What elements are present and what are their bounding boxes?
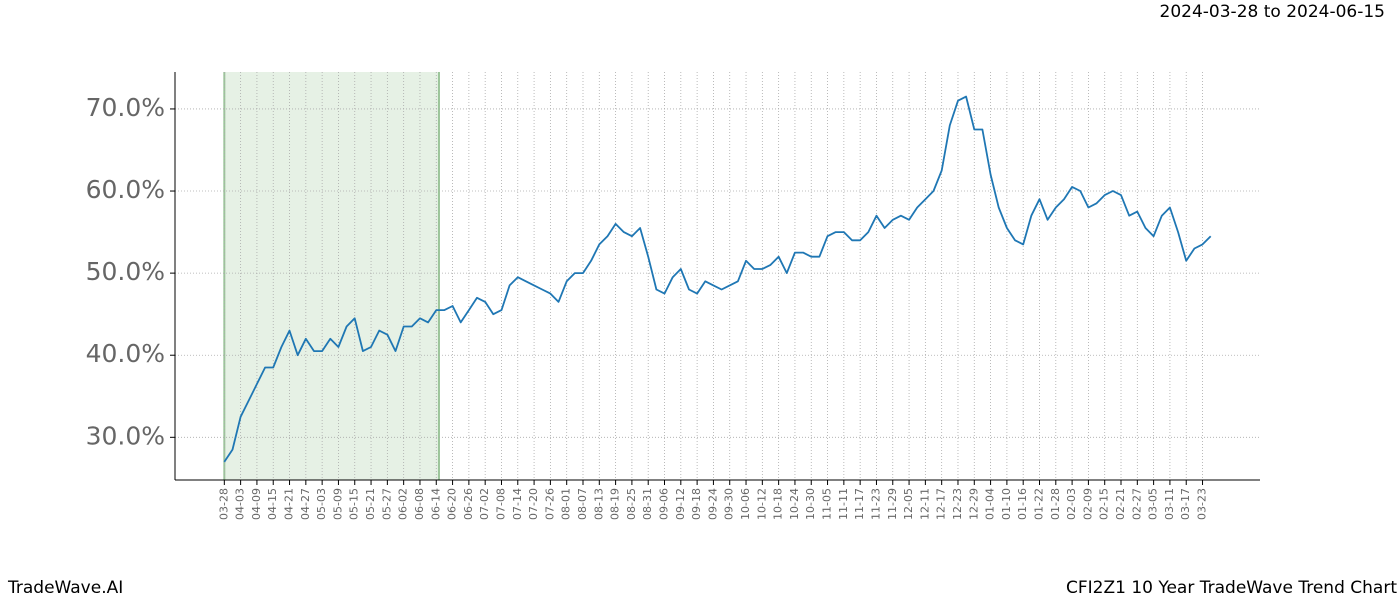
x-tick-label: 07-08 bbox=[494, 488, 507, 520]
x-tick-label: 10-12 bbox=[755, 488, 768, 520]
x-tick-label: 04-03 bbox=[234, 488, 247, 520]
x-tick-label: 04-15 bbox=[266, 488, 279, 520]
x-tick-label: 09-12 bbox=[674, 488, 687, 520]
x-tick-label: 11-29 bbox=[886, 488, 899, 520]
x-tick-label: 04-27 bbox=[299, 488, 312, 520]
x-tick-label: 02-03 bbox=[1065, 488, 1078, 520]
y-tick-label: 60.0% bbox=[86, 175, 165, 204]
x-tick-label: 09-24 bbox=[706, 488, 719, 520]
footer-caption: CFI2Z1 10 Year TradeWave Trend Chart bbox=[1066, 578, 1397, 598]
x-tick-label: 05-15 bbox=[348, 488, 361, 520]
x-tick-label: 11-23 bbox=[869, 488, 882, 520]
x-tick-label: 08-31 bbox=[641, 488, 654, 520]
x-tick-label: 12-23 bbox=[951, 488, 964, 520]
x-tick-label: 11-11 bbox=[837, 488, 850, 520]
x-tick-label: 08-19 bbox=[609, 488, 622, 520]
x-tick-label: 05-27 bbox=[380, 488, 393, 520]
x-tick-label: 03-23 bbox=[1196, 488, 1209, 520]
x-tick-label: 03-17 bbox=[1179, 488, 1192, 520]
x-tick-label: 06-14 bbox=[429, 488, 442, 520]
x-tick-label: 07-20 bbox=[527, 488, 540, 520]
x-tick-label: 06-08 bbox=[413, 488, 426, 520]
y-tick-label: 70.0% bbox=[86, 93, 165, 122]
x-tick-label: 07-26 bbox=[543, 488, 556, 520]
x-tick-label: 04-21 bbox=[283, 488, 296, 520]
x-tick-label: 11-05 bbox=[821, 488, 834, 520]
x-tick-label: 06-20 bbox=[446, 488, 459, 520]
x-tick-label: 08-13 bbox=[592, 488, 605, 520]
highlight-band bbox=[224, 72, 439, 480]
x-tick-label: 11-17 bbox=[853, 488, 866, 520]
x-tick-label: 10-30 bbox=[804, 488, 817, 520]
x-tick-label: 05-09 bbox=[331, 488, 344, 520]
x-tick-label: 06-26 bbox=[462, 488, 475, 520]
x-tick-label: 01-04 bbox=[984, 488, 997, 520]
x-tick-label: 10-18 bbox=[772, 488, 785, 520]
footer-brand: TradeWave.AI bbox=[7, 578, 123, 598]
x-tick-label: 01-28 bbox=[1049, 488, 1062, 520]
y-tick-label: 30.0% bbox=[86, 421, 165, 450]
x-tick-label: 01-16 bbox=[1016, 488, 1029, 520]
x-tick-label: 12-05 bbox=[902, 488, 915, 520]
y-tick-label: 40.0% bbox=[86, 339, 165, 368]
x-tick-label: 09-18 bbox=[690, 488, 703, 520]
x-tick-label: 06-02 bbox=[397, 488, 410, 520]
x-tick-label: 03-11 bbox=[1163, 488, 1176, 520]
x-tick-label: 12-17 bbox=[935, 488, 948, 520]
x-tick-label: 07-02 bbox=[478, 488, 491, 520]
x-tick-label: 02-27 bbox=[1130, 488, 1143, 520]
x-tick-label: 09-06 bbox=[658, 488, 671, 520]
x-tick-label: 02-21 bbox=[1114, 488, 1127, 520]
x-tick-label: 12-29 bbox=[967, 488, 980, 520]
x-tick-label: 03-05 bbox=[1147, 488, 1160, 520]
chart-title: 2024-03-28 to 2024-06-15 bbox=[1160, 2, 1385, 22]
x-tick-label: 10-24 bbox=[788, 488, 801, 520]
data-line bbox=[223, 95, 1212, 463]
x-tick-label: 08-25 bbox=[625, 488, 638, 520]
x-tick-label: 09-30 bbox=[723, 488, 736, 520]
x-tick-label: 12-11 bbox=[918, 488, 931, 520]
x-tick-label: 03-28 bbox=[217, 488, 230, 520]
x-tick-label: 02-09 bbox=[1081, 488, 1094, 520]
x-tick-label: 01-10 bbox=[1000, 488, 1013, 520]
x-tick-label: 02-15 bbox=[1098, 488, 1111, 520]
y-tick-label: 50.0% bbox=[86, 257, 165, 286]
x-tick-label: 08-07 bbox=[576, 488, 589, 520]
x-tick-label: 05-21 bbox=[364, 488, 377, 520]
x-tick-label: 05-03 bbox=[315, 488, 328, 520]
x-tick-label: 10-06 bbox=[739, 488, 752, 520]
x-tick-label: 04-09 bbox=[250, 488, 263, 520]
x-tick-label: 07-14 bbox=[511, 488, 524, 520]
x-tick-label: 08-01 bbox=[560, 488, 573, 520]
x-tick-label: 01-22 bbox=[1032, 488, 1045, 520]
